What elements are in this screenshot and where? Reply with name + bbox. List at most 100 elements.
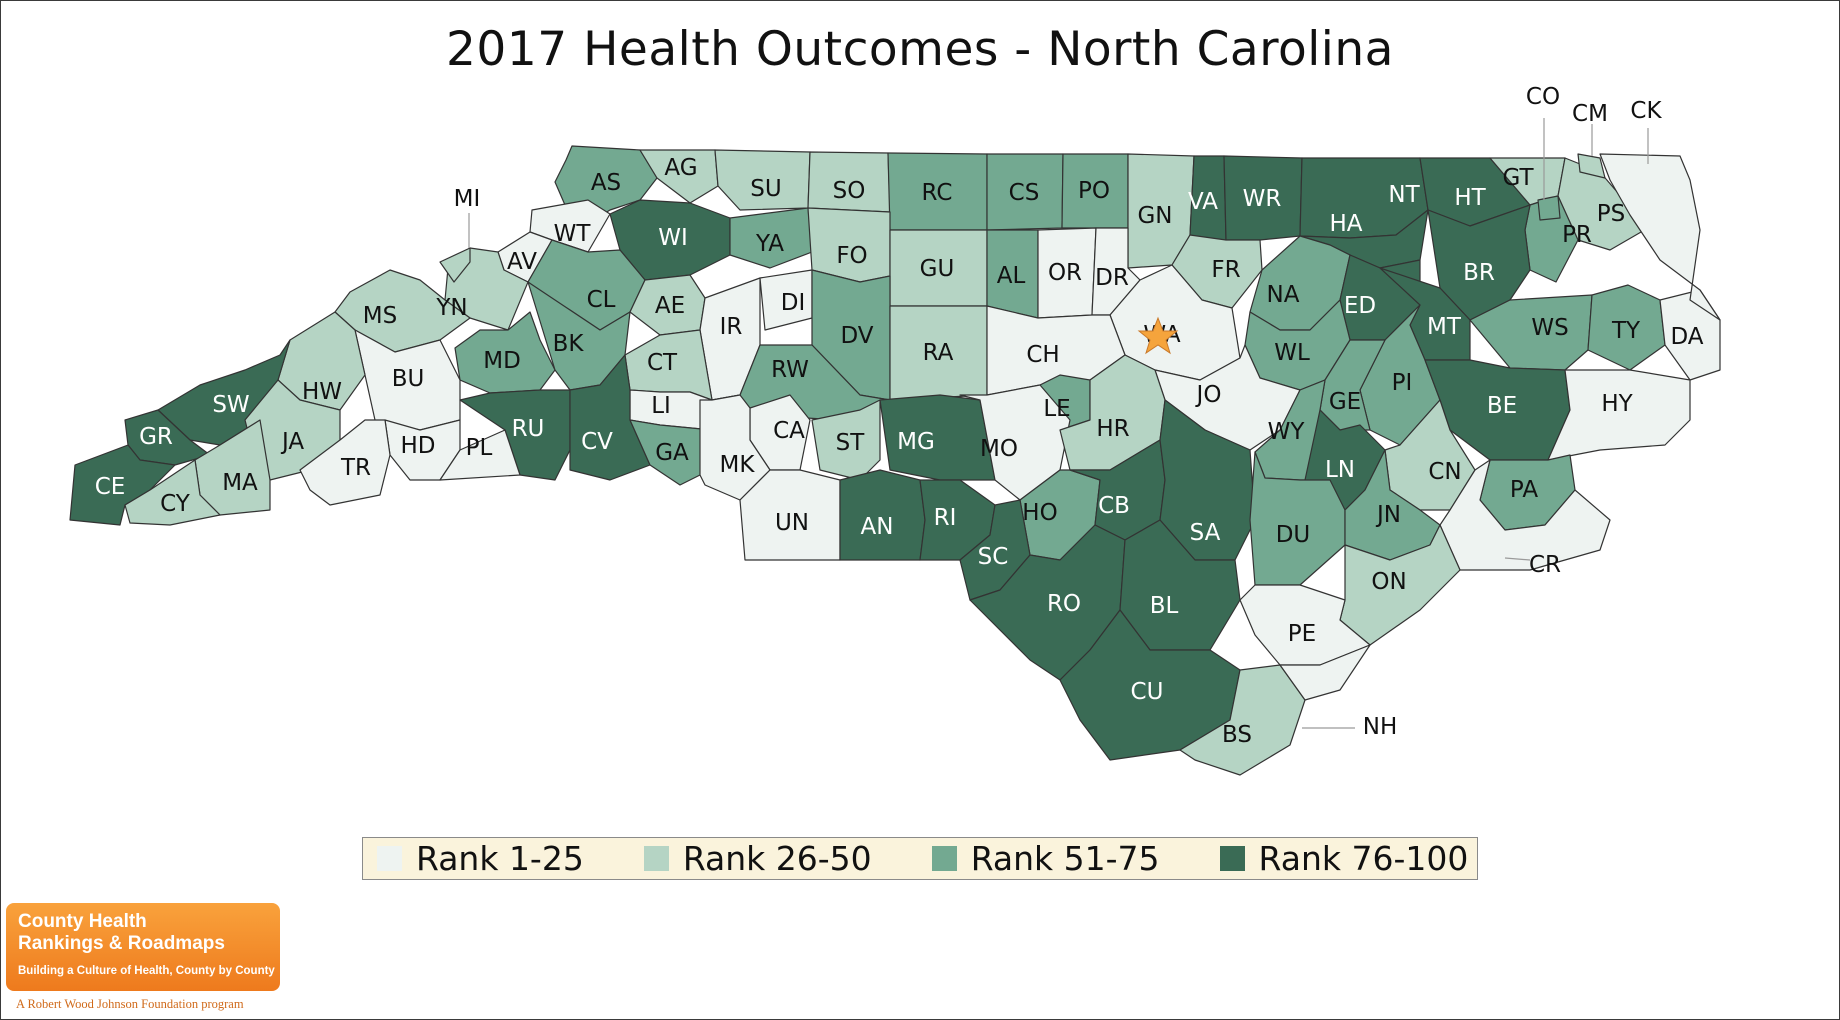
county-label-ck: CK [1630,98,1662,124]
county-label-mi: MI [454,186,481,212]
county-label-le: LE [1043,396,1070,422]
county-label-bk: BK [553,331,585,357]
county-label-wy: WY [1268,419,1306,445]
county-label-pa: PA [1510,477,1538,503]
legend-label: Rank 26-50 [682,839,872,878]
county-label-sc: SC [978,544,1009,570]
county-pl [439,429,521,481]
map-title: 2017 Health Outcomes - North Carolina [446,22,1394,77]
county-label-on: ON [1371,569,1406,595]
county-label-ya: YA [755,231,784,257]
county-label-yn: YN [435,295,467,321]
county-label-cy: CY [160,491,191,517]
county-label-nt: NT [1388,182,1420,208]
county-label-jo: JO [1195,382,1222,408]
county-label-hd: HD [400,433,435,459]
county-label-ed: ED [1344,293,1376,319]
county-label-wl: WL [1274,340,1310,366]
county-label-an: AN [861,514,894,540]
highlight-star-icon [1137,316,1179,355]
county-label-fo: FO [836,243,867,269]
county-label-ge: GE [1329,389,1361,415]
county-tr [299,419,391,506]
county-label-ae: AE [655,293,685,319]
county-label-ca: CA [773,418,805,444]
legend-item-2: Rank 26-50 [643,839,872,878]
county-label-ty: TY [1611,318,1641,344]
legend-swatch [1219,846,1245,871]
county-hy [1547,369,1691,461]
county-label-ro: RO [1047,591,1081,617]
county-label-du: DU [1276,522,1311,548]
legend-label: Rank 51-75 [970,839,1160,878]
county-label-ct: CT [647,350,678,376]
legend-label: Rank 1-25 [416,839,584,878]
county-label-bl: BL [1150,593,1179,619]
county-nh [1279,644,1371,701]
county-label-pl: PL [466,435,493,461]
county-label-jn: JN [1375,502,1401,528]
county-label-tr: TR [340,455,371,481]
legend-item-3: Rank 51-75 [931,839,1160,878]
county-label-st: ST [836,430,866,456]
county-label-ht: HT [1454,185,1486,211]
county-label-ms: MS [363,303,397,329]
county-mk [699,394,771,501]
logo-tagline: Building a Culture of Health, County by … [18,965,275,977]
county-label-ri: RI [934,505,957,531]
county-label-hy: HY [1601,391,1633,417]
county-label-wi: WI [658,225,688,251]
county-wr [1223,155,1303,241]
county-label-li: LI [651,393,671,419]
logo-line1: County Health [18,911,147,932]
legend-swatch [931,846,957,871]
legend-swatch [643,846,669,871]
county-label-fr: FR [1211,257,1240,283]
legend-swatch [377,846,402,871]
county-label-mo: MO [980,436,1018,462]
county-label-cl: CL [587,287,616,313]
logo-subtitle: A Robert Wood Johnson Foundation program [16,997,244,1011]
county-label-su: SU [750,176,781,202]
county-mi [439,247,471,283]
county-label-nh: NH [1363,714,1398,740]
county-ag [639,149,719,204]
county-label-ir: IR [720,314,743,340]
county-label-sw: SW [212,392,249,418]
county-label-br: BR [1463,260,1495,286]
map-legend: Rank 1-25 Rank 26-50 Rank 51-75 Rank 76-100 [362,837,1478,880]
county-label-cn: CN [1428,459,1461,485]
county-label-di: DI [781,290,806,316]
county-label-cm: CM [1572,101,1608,127]
logo-line2: Rankings & Roadmaps [18,933,225,954]
county-label-hw: HW [302,379,342,405]
county-label-gt: GT [1502,165,1534,191]
county-label-gu: GU [920,256,955,282]
county-label-bs: BS [1222,722,1252,748]
county-label-gr: GR [139,424,173,450]
county-md [454,311,556,394]
county-label-rc: RC [922,180,953,206]
county-label-so: SO [833,178,866,204]
county-label-un: UN [775,510,809,536]
county-label-hr: HR [1096,416,1129,442]
county-pe [1239,584,1371,666]
legend-item-4: Rank 76-100 [1219,839,1468,878]
county-label-pr: PR [1562,222,1592,248]
county-co [1537,195,1561,221]
county-label-as: AS [591,170,621,196]
county-label-mg: MG [897,429,935,455]
county-label-av: AV [507,249,537,275]
county-label-cr: CR [1529,552,1561,578]
county-label-bu: BU [392,366,425,392]
county-label-ru: RU [512,416,545,442]
county-cm [1577,153,1606,179]
county-label-pi: PI [1392,370,1413,396]
county-ck [1599,153,1721,321]
county-label-ce: CE [95,474,126,500]
county-label-gn: GN [1137,203,1172,229]
county-st [811,399,881,481]
county-label-ps: PS [1597,201,1625,227]
county-label-md: MD [483,348,521,374]
